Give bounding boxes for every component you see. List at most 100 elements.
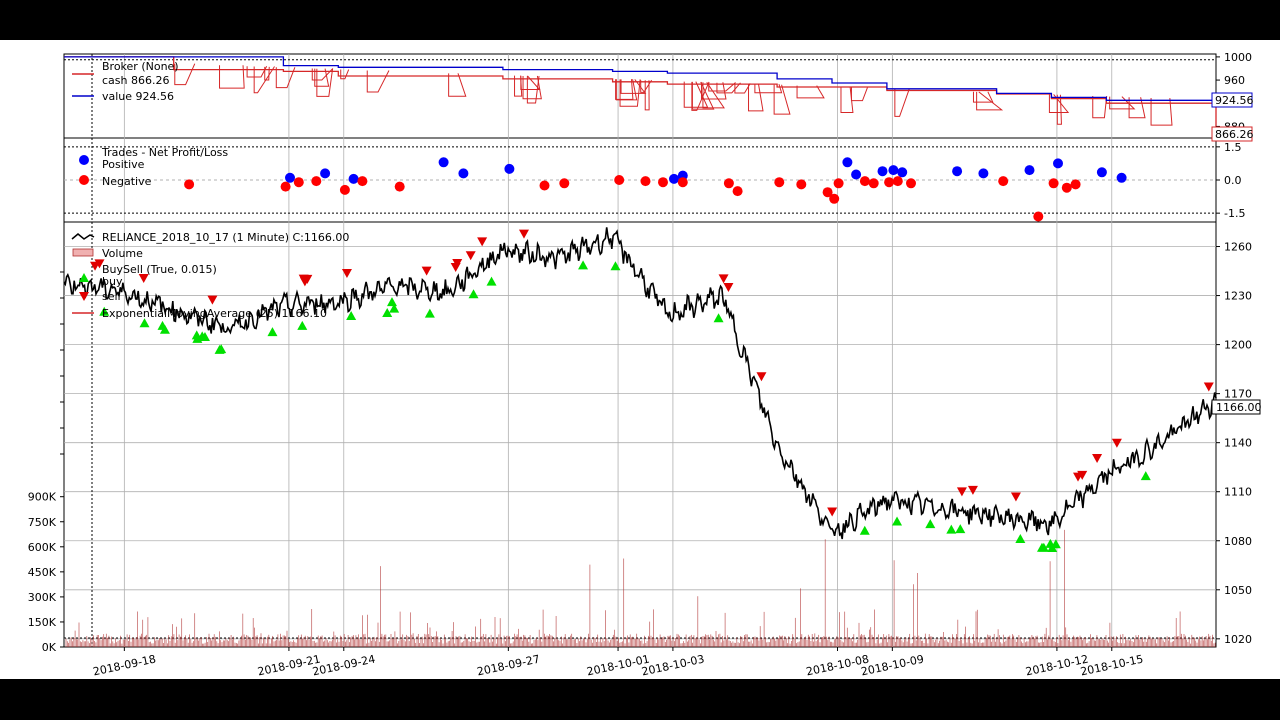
cash-dip	[366, 70, 390, 93]
sell-marker	[94, 259, 105, 269]
cash-dip	[691, 81, 715, 110]
cash-dip	[976, 91, 1004, 111]
negative-trade-point	[906, 178, 916, 189]
positive-trade-point	[851, 169, 862, 180]
positive-legend-label: Positive	[102, 158, 145, 171]
cash-dip	[644, 80, 650, 111]
positive-trade-point	[978, 168, 989, 179]
broker-legend-title: Broker (None)	[102, 60, 179, 73]
negative-trade-point	[859, 176, 870, 187]
buy-marker	[946, 524, 957, 534]
cash-dip	[246, 66, 268, 78]
negative-trade-point	[732, 186, 743, 197]
buy-marker	[955, 524, 966, 534]
buy-marker	[1038, 542, 1049, 552]
buy-marker	[139, 318, 150, 328]
price-legend-label: RELIANCE_2018_10_17 (1 Minute) C:1166.00	[102, 231, 349, 244]
buy-legend-swatch	[79, 273, 89, 282]
positive-trade-point	[458, 168, 469, 179]
sell-marker	[421, 266, 432, 276]
price-last-label: 1166.00	[1216, 401, 1262, 414]
volume-legend-swatch	[72, 248, 94, 257]
negative-trade-point	[280, 181, 291, 192]
buy-marker	[99, 306, 110, 316]
volume-tick-label: 300K	[28, 591, 57, 604]
cash-dip	[683, 81, 709, 108]
negative-legend-swatch	[79, 175, 89, 185]
buy-marker	[859, 525, 870, 535]
cash-dip	[734, 83, 751, 94]
trades-legend: Trades - Net Profit/Loss Positive Negati…	[79, 146, 228, 188]
buy-marker	[382, 307, 393, 317]
positive-trade-point	[320, 168, 331, 179]
volume-tick-label: 750K	[28, 516, 57, 529]
backtest-chart: 1260 1230 1200 1170 1140 1110 1080 1050 1020 900K…	[28, 51, 1262, 679]
buy-marker	[892, 516, 903, 526]
positive-trade-point	[888, 165, 899, 176]
cash-dip	[850, 87, 868, 102]
volume-tick-label: 0K	[42, 641, 57, 654]
cash-callout: 866.26	[1211, 126, 1254, 142]
cash-dip	[754, 83, 783, 94]
negative-trade-point	[998, 176, 1009, 187]
value-last-label: 924.56	[1215, 94, 1254, 107]
buy-marker	[486, 276, 497, 286]
price-line	[63, 227, 1217, 540]
positive-trade-point	[285, 172, 295, 183]
broker-tick-label: 960	[1224, 74, 1245, 87]
sell-marker	[1111, 438, 1122, 448]
cash-dip	[275, 67, 296, 89]
cash-dip	[708, 82, 736, 92]
cash-dip	[514, 75, 523, 97]
negative-trade-point	[614, 175, 625, 185]
buy-marker	[610, 261, 621, 271]
positive-trade-point	[1024, 165, 1035, 176]
cash-dip	[219, 65, 245, 89]
sell-marker	[477, 237, 488, 247]
negative-trade-point	[357, 176, 368, 187]
price-tick-label: 1140	[1224, 437, 1252, 450]
sell-legend-swatch	[79, 292, 89, 301]
buysell-legend-title: BuySell (True, 0.015)	[102, 263, 217, 276]
cash-legend-label: cash 866.26	[102, 74, 169, 87]
positive-trade-point	[669, 173, 679, 184]
negative-trade-point	[829, 193, 840, 204]
broker-series	[64, 56, 1217, 135]
buy-marker	[1050, 539, 1061, 549]
cash-dip	[1109, 96, 1136, 110]
volume-legend-label: Volume	[102, 247, 143, 260]
negative-trade-point	[640, 176, 651, 187]
trades-points	[184, 157, 1127, 222]
negative-trade-point	[796, 179, 807, 190]
cash-dip	[702, 82, 725, 109]
negative-trade-point	[293, 177, 304, 188]
buy-marker	[578, 260, 589, 270]
negative-trade-point	[559, 178, 570, 189]
negative-trade-point	[677, 177, 688, 188]
positive-trade-point	[1053, 158, 1063, 169]
cash-dip	[619, 79, 641, 107]
negative-trade-point	[1070, 179, 1081, 190]
negative-trade-point	[892, 176, 903, 187]
value-line	[64, 56, 1217, 101]
buy-marker	[386, 297, 397, 307]
cash-dip	[796, 85, 825, 99]
cash-dip	[448, 73, 467, 97]
volume-tick-label: 900K	[28, 491, 57, 504]
price-tick-label: 1260	[1224, 241, 1252, 254]
x-tick-label: 2018-10-15	[1079, 652, 1144, 678]
sell-marker	[302, 274, 313, 284]
cash-dip	[840, 87, 854, 113]
negative-trade-point	[658, 177, 668, 188]
buy-marker	[216, 344, 227, 354]
negative-trade-point	[311, 176, 322, 187]
price-tick-label: 1080	[1224, 535, 1252, 548]
cash-dip	[340, 69, 350, 80]
price-series	[63, 227, 1217, 540]
positive-trade-point	[348, 173, 359, 184]
sell-marker	[450, 263, 461, 273]
negative-trade-point	[539, 180, 550, 191]
cash-dip	[615, 79, 634, 100]
broker-tick-label: 1000	[1224, 51, 1252, 64]
cash-dip	[640, 79, 653, 93]
